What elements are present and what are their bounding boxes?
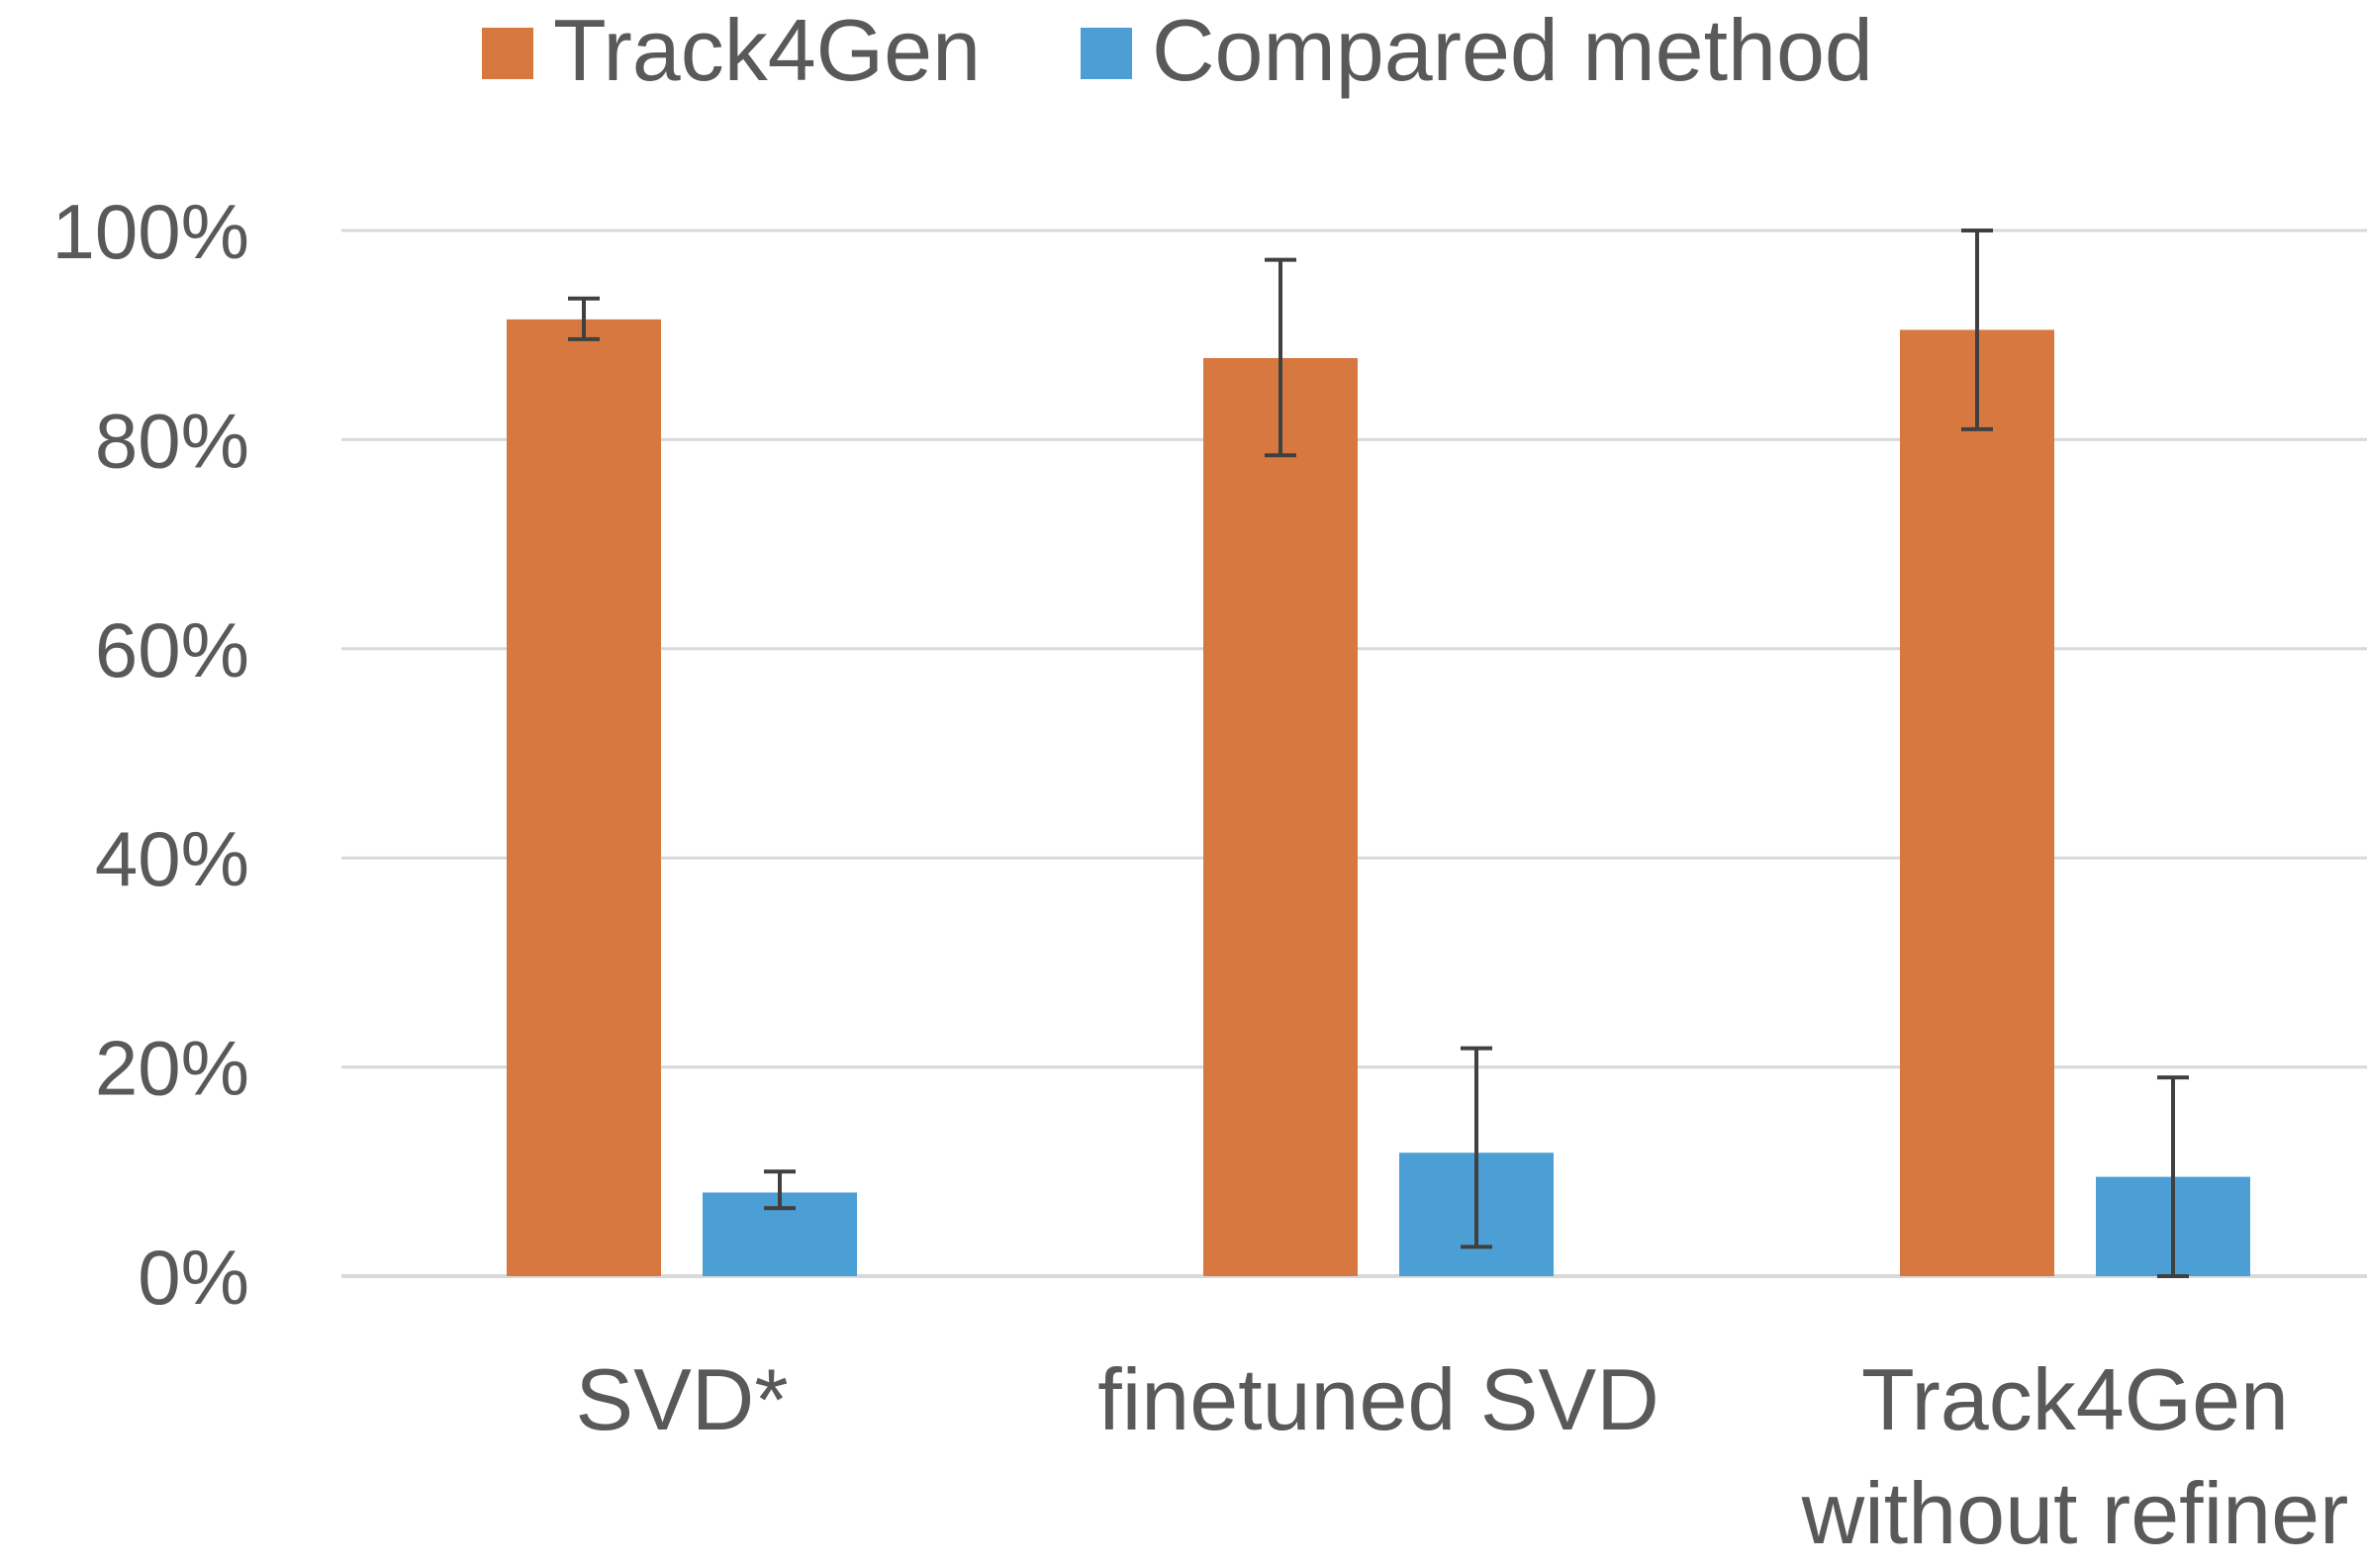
x-category-label: finetuned SVD (1097, 1350, 1659, 1448)
bar-track4gen (1203, 357, 1358, 1277)
error-bar (2157, 1075, 2189, 1278)
bars (507, 319, 2250, 1277)
legend-label: Compared method (1152, 1, 1873, 99)
x-category-label: SVD* (575, 1350, 788, 1448)
x-category-label: without refiner (1801, 1464, 2349, 1562)
x-axis-category-labels: SVD* finetuned SVD Track4Gen without refine… (575, 1350, 2348, 1562)
error-bar (1961, 229, 1993, 431)
bar-track4gen (1900, 329, 2054, 1276)
x-category-label: Track4Gen (1861, 1350, 2289, 1448)
y-tick-label: 60% (95, 606, 249, 693)
bar-track4gen (507, 319, 661, 1277)
error-bar (764, 1169, 796, 1211)
y-tick-label: 20% (95, 1025, 249, 1112)
y-tick-label: 80% (95, 397, 249, 484)
error-bar (1461, 1046, 1492, 1249)
legend-swatch (1081, 28, 1132, 79)
error-bar (568, 296, 600, 341)
error-bars (568, 229, 2189, 1278)
legend-label: Track4Gen (553, 1, 981, 99)
legend-swatch (482, 28, 533, 79)
y-axis-tick-labels: 0% 20% 40% 60% 80% 100% (52, 188, 250, 1321)
y-tick-label: 0% (138, 1234, 249, 1321)
y-tick-label: 100% (52, 188, 250, 275)
legend: Track4Gen Compared method (482, 1, 1873, 99)
error-bar (1265, 257, 1296, 458)
y-tick-label: 40% (95, 815, 249, 902)
